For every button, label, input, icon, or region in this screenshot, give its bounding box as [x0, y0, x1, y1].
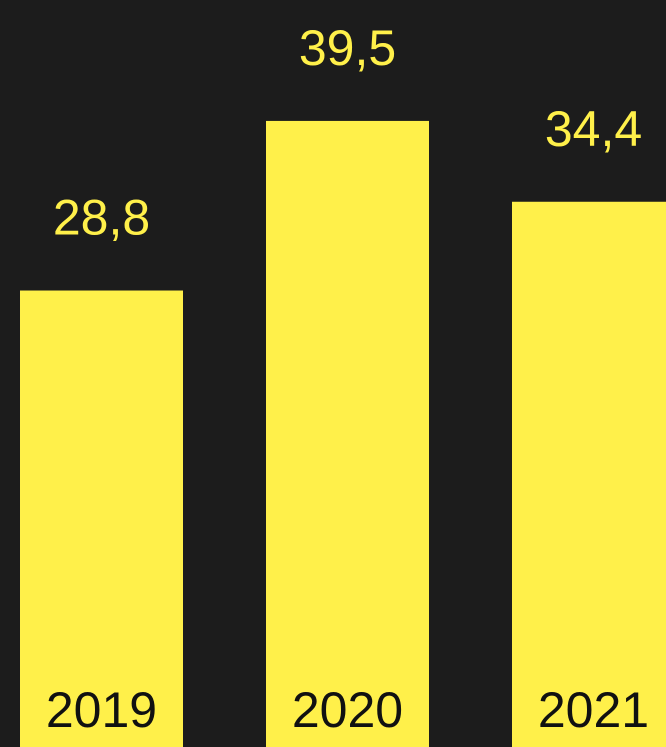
value-label-2021: 34,4: [545, 101, 642, 157]
category-label-2020: 2020: [292, 682, 403, 738]
category-label-2021: 2021: [538, 682, 649, 738]
category-label-2019: 2019: [46, 682, 157, 738]
bar-2019: [20, 290, 183, 747]
value-label-2020: 39,5: [299, 20, 396, 76]
category-labels-group: 2019 2020 2021: [46, 682, 649, 738]
value-label-2019: 28,8: [53, 190, 150, 246]
bar-2020: [266, 120, 429, 747]
value-labels-group: 28,8 39,5 34,4: [53, 20, 642, 246]
bar-2021: [512, 201, 666, 747]
bars-group: [20, 120, 666, 747]
